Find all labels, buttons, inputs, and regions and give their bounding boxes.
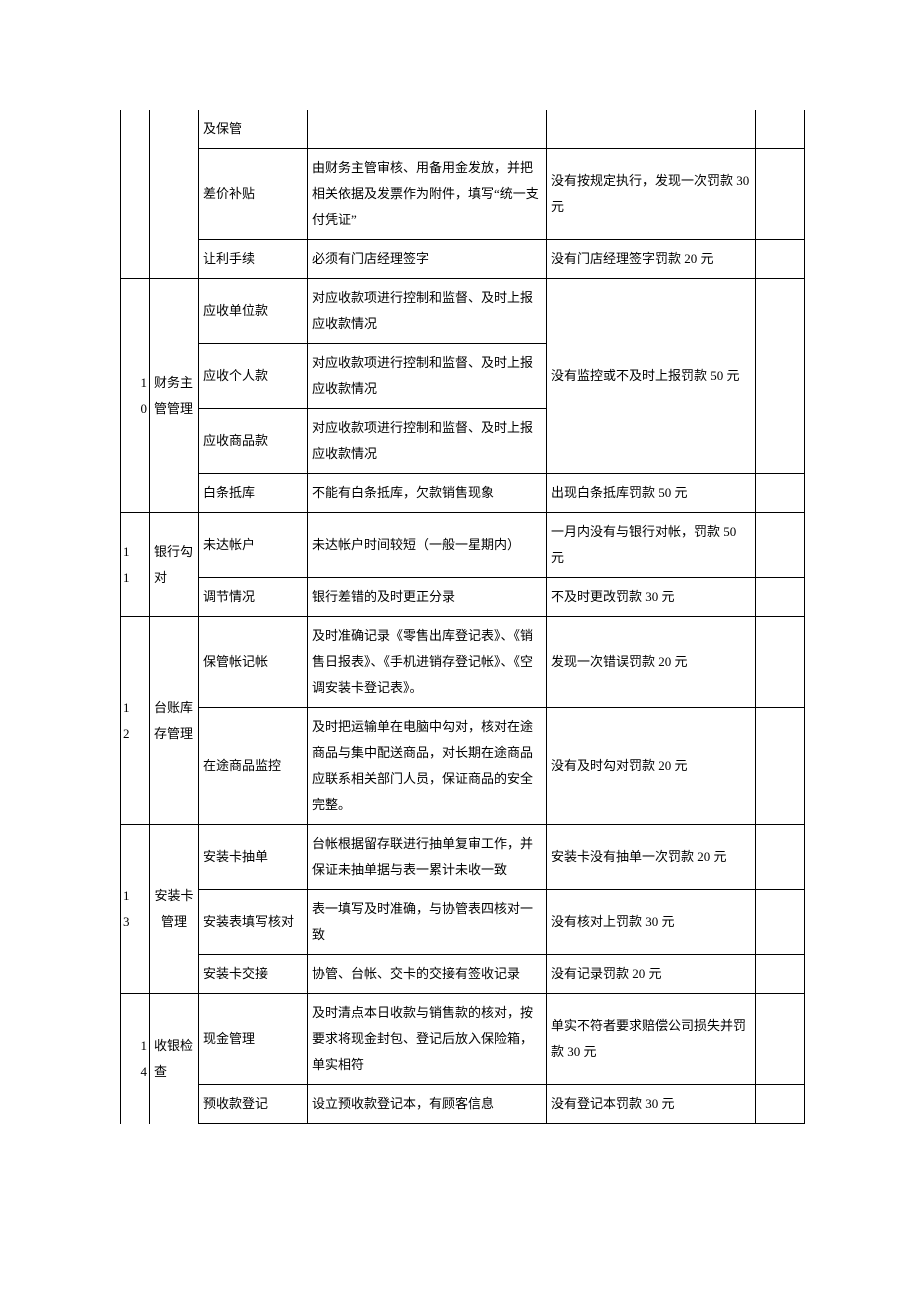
cell-item: 安装表填写核对 [199,890,308,955]
cell-cat: 台账库存管理 [150,617,199,825]
cell-idx: 1 1 [121,513,150,617]
cell-item: 安装卡抽单 [199,825,308,890]
table-row: 白条抵库 不能有白条抵库，欠款销售现象 出现白条抵库罚款 50 元 [121,474,805,513]
cell-last [756,825,805,890]
cell-req: 及时把运输单在电脑中勾对，核对在途商品与集中配送商品，对长期在途商品应联系相关部… [308,708,547,825]
cell-idx: 1 2 [121,617,150,825]
cell-pen: 没有门店经理签字罚款 20 元 [547,240,756,279]
cell-req: 协管、台帐、交卡的交接有签收记录 [308,955,547,994]
cell-pen: 出现白条抵库罚款 50 元 [547,474,756,513]
cell-cat [150,110,199,149]
cell-idx [121,110,150,149]
cell-pen: 没有按规定执行，发现一次罚款 30 元 [547,149,756,240]
cell-last [756,994,805,1085]
table-row: 安装表填写核对 表一填写及时准确，与协管表四核对一致 没有核对上罚款 30 元 [121,890,805,955]
cell-pen: 没有登记本罚款 30 元 [547,1085,756,1124]
cell-item: 白条抵库 [199,474,308,513]
cell-req: 设立预收款登记本，有顾客信息 [308,1085,547,1124]
cell-req: 银行差错的及时更正分录 [308,578,547,617]
cell-pen: 没有及时勾对罚款 20 元 [547,708,756,825]
cell-req: 台帐根据留存联进行抽单复审工作，并保证未抽单据与表一累计未收一致 [308,825,547,890]
cell-pen: 一月内没有与银行对帐，罚款 50 元 [547,513,756,578]
cell-last [756,890,805,955]
table-row: 及保管 [121,110,805,149]
cell-item: 在途商品监控 [199,708,308,825]
cell-item: 让利手续 [199,240,308,279]
cell-last [756,149,805,240]
cell-item: 安装卡交接 [199,955,308,994]
table-row: 在途商品监控 及时把运输单在电脑中勾对，核对在途商品与集中配送商品，对长期在途商… [121,708,805,825]
cell-cat: 收银检查 [150,994,199,1124]
cell-req: 由财务主管审核、用备用金发放，并把相关依据及发票作为附件，填写“统一支付凭证” [308,149,547,240]
cell-pen: 没有记录罚款 20 元 [547,955,756,994]
cell-cat: 财务主管管理 [150,279,199,513]
table-row: 差价补贴 由财务主管审核、用备用金发放，并把相关依据及发票作为附件，填写“统一支… [121,149,805,240]
cell-last [756,955,805,994]
cell-last [756,578,805,617]
table-row: 1 3 安装卡管理 安装卡抽单 台帐根据留存联进行抽单复审工作，并保证未抽单据与… [121,825,805,890]
cell-item: 预收款登记 [199,1085,308,1124]
cell-idx [121,149,150,240]
cell-pen: 没有核对上罚款 30 元 [547,890,756,955]
table-row: 调节情况 银行差错的及时更正分录 不及时更改罚款 30 元 [121,578,805,617]
cell-pen: 不及时更改罚款 30 元 [547,578,756,617]
table-row: 1 4 收银检查 现金管理 及时清点本日收款与销售款的核对，按要求将现金封包、登… [121,994,805,1085]
cell-cat: 银行勾对 [150,513,199,617]
cell-idx: 1 3 [121,825,150,994]
table-row: 预收款登记 设立预收款登记本，有顾客信息 没有登记本罚款 30 元 [121,1085,805,1124]
regulation-table: 及保管 差价补贴 由财务主管审核、用备用金发放，并把相关依据及发票作为附件，填写… [120,110,805,1124]
cell-item: 未达帐户 [199,513,308,578]
cell-item: 调节情况 [199,578,308,617]
cell-last [756,279,805,474]
cell-last [756,513,805,578]
cell-req [308,110,547,149]
table-row: 安装卡交接 协管、台帐、交卡的交接有签收记录 没有记录罚款 20 元 [121,955,805,994]
cell-last [756,240,805,279]
cell-last [756,110,805,149]
cell-item: 及保管 [199,110,308,149]
cell-idx [121,240,150,279]
cell-cat: 安装卡管理 [150,825,199,994]
cell-item: 现金管理 [199,994,308,1085]
cell-last [756,1085,805,1124]
cell-req: 不能有白条抵库，欠款销售现象 [308,474,547,513]
cell-last [756,617,805,708]
cell-req: 表一填写及时准确，与协管表四核对一致 [308,890,547,955]
cell-cat [150,149,199,240]
cell-pen: 发现一次错误罚款 20 元 [547,617,756,708]
cell-cat [150,240,199,279]
cell-item: 差价补贴 [199,149,308,240]
cell-item: 应收单位款 [199,279,308,344]
cell-req: 及时清点本日收款与销售款的核对，按要求将现金封包、登记后放入保险箱，单实相符 [308,994,547,1085]
cell-pen: 单实不符者要求赔偿公司损失并罚款 30 元 [547,994,756,1085]
cell-pen: 没有监控或不及时上报罚款 50 元 [547,279,756,474]
cell-req: 及时准确记录《零售出库登记表》、《销售日报表》、《手机进销存登记帐》、《空调安装… [308,617,547,708]
cell-pen: 安装卡没有抽单一次罚款 20 元 [547,825,756,890]
document-page: 及保管 差价补贴 由财务主管审核、用备用金发放，并把相关依据及发票作为附件，填写… [0,0,920,1174]
table-row: 1 0 财务主管管理 应收单位款 对应收款项进行控制和监督、及时上报应收款情况 … [121,279,805,344]
cell-item: 应收商品款 [199,409,308,474]
table-row: 让利手续 必须有门店经理签字 没有门店经理签字罚款 20 元 [121,240,805,279]
cell-req: 必须有门店经理签字 [308,240,547,279]
cell-req: 对应收款项进行控制和监督、及时上报应收款情况 [308,409,547,474]
cell-idx: 1 4 [121,994,150,1124]
cell-req: 对应收款项进行控制和监督、及时上报应收款情况 [308,279,547,344]
cell-item: 应收个人款 [199,344,308,409]
table-row: 1 1 银行勾对 未达帐户 未达帐户时间较短（一般一星期内） 一月内没有与银行对… [121,513,805,578]
cell-last [756,474,805,513]
table-row: 1 2 台账库存管理 保管帐记帐 及时准确记录《零售出库登记表》、《销售日报表》… [121,617,805,708]
cell-idx: 1 0 [121,279,150,513]
cell-last [756,708,805,825]
cell-req: 未达帐户时间较短（一般一星期内） [308,513,547,578]
cell-req: 对应收款项进行控制和监督、及时上报应收款情况 [308,344,547,409]
cell-pen [547,110,756,149]
cell-item: 保管帐记帐 [199,617,308,708]
